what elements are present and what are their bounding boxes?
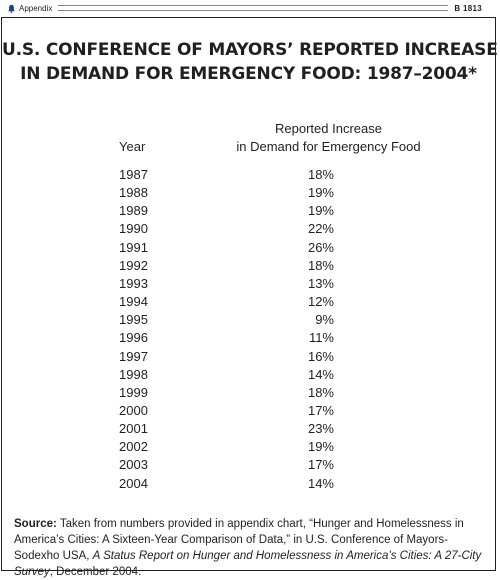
year-cell: 2004 [119,475,148,491]
year-cell: 2002 [119,439,148,455]
year-cell: 2003 [119,457,148,473]
table-row: 1990 22% [2,220,495,238]
demand-increase-cell: 22% [307,221,334,237]
table-row: 1991 26% [2,239,495,257]
table-title: U.S. CONFERENCE OF MAYORS’ REPORTED INCR… [2,38,498,86]
title-line-2: IN DEMAND FOR EMERGENCY FOOD: 1987–2004* [20,64,477,84]
table-row: 2002 19% [2,438,495,456]
table-row: 1996 11% [2,329,495,347]
header-rule [58,5,449,11]
table-row: 1993 13% [2,275,495,293]
bell-icon [8,4,15,13]
column-header-year: Year [119,139,146,154]
demand-increase-cell: 18% [307,167,334,182]
year-cell: 1989 [119,203,148,219]
running-header: Appendix B 1813 [1,1,498,15]
table-row: 1994 12% [2,293,495,311]
section-tag: Appendix [1,1,52,15]
year-cell: 1994 [119,294,148,310]
demand-increase-cell: 14% [307,366,334,382]
source-note: Source: Taken from numbers provided in a… [14,516,484,580]
year-cell: 1993 [119,275,148,291]
year-cell: 1998 [119,366,148,382]
source-text-1: Taken from numbers provided in appendix … [14,518,464,562]
column-header-demand-line-1: Reported Increase [275,121,382,136]
table-row: 2003 17% [2,456,495,474]
demand-increase-cell: 19% [307,439,334,455]
year-cell: 1988 [119,185,148,201]
source-text-2: , December 2004. [49,566,142,578]
demand-increase-cell: 19% [307,203,334,219]
table-frame: U.S. CONFERENCE OF MAYORS’ REPORTED INCR… [1,17,498,578]
year-cell: 1992 [119,257,148,273]
column-header-demand-line-2: in Demand for Emergency Food [236,139,421,154]
year-cell: 1990 [119,221,148,237]
table-row: 1995 9% [2,311,495,329]
year-cell: 2001 [119,421,148,437]
demand-increase-cell: 23% [307,421,334,437]
table-row: 2004 14% [2,475,495,493]
page-code: B 1813 [454,3,482,13]
demand-increase-cell: 19% [307,185,334,201]
demand-increase-cell: 12% [307,294,334,310]
demand-increase-cell: 11% [308,330,334,346]
section-label: Appendix [19,3,53,13]
source-label: Source: [14,518,57,530]
table-row: 1992 18% [2,257,495,275]
year-cell: 1991 [119,239,148,255]
demand-increase-cell: 17% [307,457,334,473]
column-header-demand: Reported Increase in Demand for Emergenc… [226,120,431,156]
demand-increase-cell: 18% [307,257,334,273]
demand-increase-cell: 18% [307,384,334,400]
table-row: 1997 16% [2,348,495,366]
table-row: 1987 18% [2,166,495,184]
year-cell: 1999 [119,384,148,400]
year-cell: 1997 [119,348,148,364]
table-row: 1988 19% [2,184,495,202]
table-row: 2000 17% [2,402,495,420]
demand-increase-cell: 9% [315,312,334,328]
demand-increase-cell: 13% [307,275,334,291]
table-row: 2001 23% [2,420,495,438]
table-row: 1998 14% [2,366,495,384]
table-row: 1989 19% [2,202,495,220]
table-row: 1999 18% [2,384,495,402]
demand-increase-cell: 16% [307,348,334,364]
year-cell: 1987 [119,167,148,182]
demand-increase-cell: 14% [307,475,334,491]
demand-increase-cell: 17% [307,402,334,418]
title-line-1: U.S. CONFERENCE OF MAYORS’ REPORTED INCR… [2,40,498,60]
demand-increase-cell: 26% [307,239,334,255]
year-cell: 1995 [119,312,148,328]
year-cell: 1996 [119,330,148,346]
year-cell: 2000 [119,402,148,418]
